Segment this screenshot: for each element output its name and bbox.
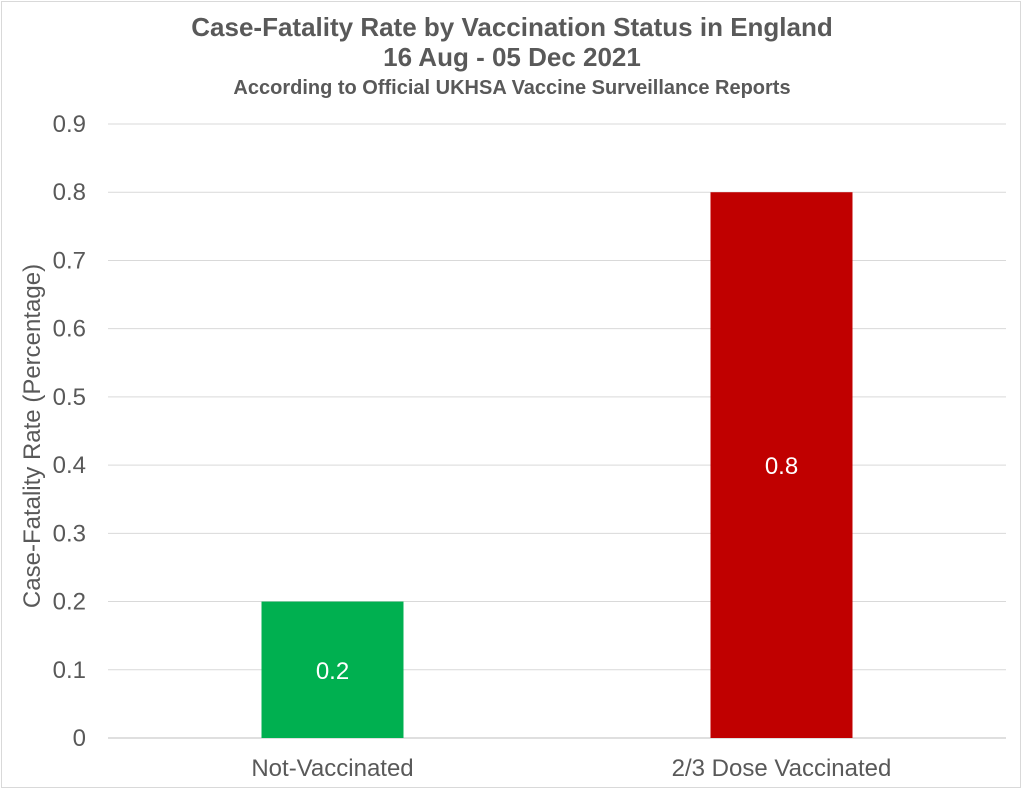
y-tick-label: 0.7 bbox=[53, 247, 86, 274]
chart-subtitle-source: According to Official UKHSA Vaccine Surv… bbox=[233, 77, 791, 99]
chart-title: Case-Fatality Rate by Vaccination Status… bbox=[191, 12, 833, 42]
y-tick-label: 0.3 bbox=[53, 520, 86, 547]
y-tick-label: 0.1 bbox=[53, 657, 86, 684]
y-tick-label: 0.9 bbox=[53, 111, 86, 138]
category-labels: Not-Vaccinated 2/3 Dose Vaccinated bbox=[251, 755, 891, 782]
x-category-label: Not-Vaccinated bbox=[251, 755, 413, 782]
bar bbox=[710, 192, 853, 738]
y-tick-label: 0 bbox=[73, 725, 86, 752]
bar-data-label: 0.2 bbox=[316, 658, 349, 685]
bars: 0.2 0.8 bbox=[261, 192, 853, 738]
gridlines bbox=[108, 123, 1006, 739]
chart-subtitle: 16 Aug - 05 Dec 2021 bbox=[383, 42, 641, 72]
y-tick-label: 0.5 bbox=[53, 384, 86, 411]
bar-data-label: 0.8 bbox=[765, 453, 798, 480]
x-category-label: 2/3 Dose Vaccinated bbox=[672, 755, 892, 782]
y-axis-title: Case-Fatality Rate (Percentage) bbox=[19, 264, 46, 608]
bar bbox=[261, 601, 404, 738]
y-axis-ticks: 0 0.1 0.2 0.3 0.4 0.5 0.6 0.7 0.8 0.9 bbox=[53, 111, 86, 752]
y-tick-label: 0.6 bbox=[53, 316, 86, 343]
y-tick-label: 0.4 bbox=[53, 452, 86, 479]
y-tick-label: 0.2 bbox=[53, 589, 86, 616]
y-tick-label: 0.8 bbox=[53, 179, 86, 206]
